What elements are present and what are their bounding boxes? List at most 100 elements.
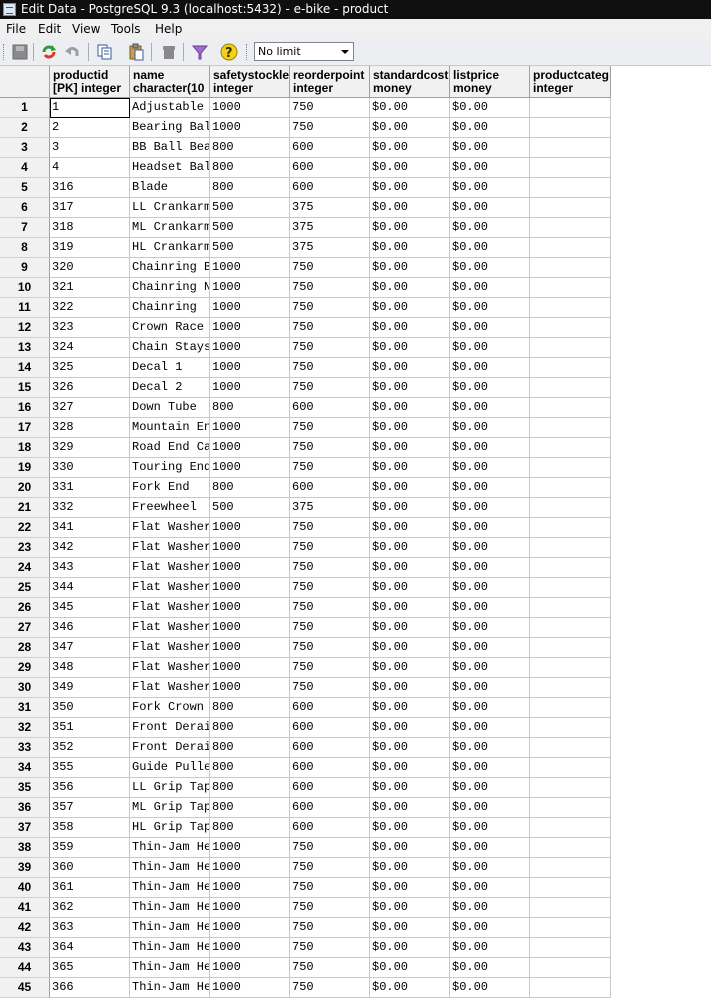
cell-name[interactable]: BB Ball Bea (130, 138, 210, 158)
cell-listprice[interactable]: $0.00 (450, 598, 530, 618)
cell-productcateg[interactable] (530, 858, 611, 878)
cell-listprice[interactable]: $0.00 (450, 618, 530, 638)
row-header[interactable]: 28 (0, 638, 50, 658)
cell-productid[interactable]: 363 (50, 918, 130, 938)
row-header[interactable]: 39 (0, 858, 50, 878)
cell-safetystockle[interactable]: 1000 (210, 518, 290, 538)
cell-standardcost[interactable]: $0.00 (370, 978, 450, 998)
cell-reorderpoint[interactable]: 750 (290, 278, 370, 298)
cell-productid[interactable]: 327 (50, 398, 130, 418)
cell-listprice[interactable]: $0.00 (450, 318, 530, 338)
cell-safetystockle[interactable]: 1000 (210, 118, 290, 138)
cell-reorderpoint[interactable]: 750 (290, 98, 370, 118)
cell-safetystockle[interactable]: 500 (210, 198, 290, 218)
cell-listprice[interactable]: $0.00 (450, 418, 530, 438)
cell-listprice[interactable]: $0.00 (450, 678, 530, 698)
undo-icon[interactable] (63, 43, 81, 61)
cell-reorderpoint[interactable]: 750 (290, 838, 370, 858)
cell-name[interactable]: Thin-Jam He (130, 918, 210, 938)
cell-productid[interactable]: 350 (50, 698, 130, 718)
cell-productid[interactable]: 4 (50, 158, 130, 178)
cell-standardcost[interactable]: $0.00 (370, 798, 450, 818)
cell-name[interactable]: Guide Pulle (130, 758, 210, 778)
cell-standardcost[interactable]: $0.00 (370, 98, 450, 118)
cell-reorderpoint[interactable]: 750 (290, 678, 370, 698)
cell-reorderpoint[interactable]: 600 (290, 758, 370, 778)
cell-listprice[interactable]: $0.00 (450, 438, 530, 458)
row-header[interactable]: 34 (0, 758, 50, 778)
cell-name[interactable]: Flat Washer (130, 598, 210, 618)
cell-standardcost[interactable]: $0.00 (370, 178, 450, 198)
cell-productcateg[interactable] (530, 398, 611, 418)
column-header-standardcost[interactable]: standardcost money (370, 66, 450, 98)
cell-safetystockle[interactable]: 1000 (210, 878, 290, 898)
cell-name[interactable]: Fork End (130, 478, 210, 498)
cell-standardcost[interactable]: $0.00 (370, 238, 450, 258)
row-header[interactable]: 27 (0, 618, 50, 638)
cell-productid[interactable]: 359 (50, 838, 130, 858)
cell-productid[interactable]: 342 (50, 538, 130, 558)
cell-standardcost[interactable]: $0.00 (370, 118, 450, 138)
cell-reorderpoint[interactable]: 600 (290, 398, 370, 418)
cell-standardcost[interactable]: $0.00 (370, 958, 450, 978)
cell-listprice[interactable]: $0.00 (450, 758, 530, 778)
cell-listprice[interactable]: $0.00 (450, 898, 530, 918)
cell-name[interactable]: Flat Washer (130, 638, 210, 658)
cell-listprice[interactable]: $0.00 (450, 298, 530, 318)
cell-productid[interactable]: 346 (50, 618, 130, 638)
cell-name[interactable]: Flat Washer (130, 558, 210, 578)
cell-reorderpoint[interactable]: 750 (290, 258, 370, 278)
cell-safetystockle[interactable]: 1000 (210, 258, 290, 278)
cell-reorderpoint[interactable]: 750 (290, 558, 370, 578)
cell-reorderpoint[interactable]: 750 (290, 118, 370, 138)
row-header[interactable]: 20 (0, 478, 50, 498)
menu-view[interactable]: View (72, 22, 101, 36)
cell-standardcost[interactable]: $0.00 (370, 358, 450, 378)
cell-safetystockle[interactable]: 800 (210, 178, 290, 198)
cell-productid[interactable]: 332 (50, 498, 130, 518)
cell-standardcost[interactable]: $0.00 (370, 838, 450, 858)
cell-safetystockle[interactable]: 1000 (210, 658, 290, 678)
cell-productid[interactable]: 2 (50, 118, 130, 138)
column-header-safetystockle[interactable]: safetystockle integer (210, 66, 290, 98)
cell-listprice[interactable]: $0.00 (450, 138, 530, 158)
cell-reorderpoint[interactable]: 600 (290, 138, 370, 158)
cell-productid[interactable]: 318 (50, 218, 130, 238)
cell-reorderpoint[interactable]: 750 (290, 458, 370, 478)
help-icon[interactable]: ? (220, 43, 238, 61)
row-header[interactable]: 44 (0, 958, 50, 978)
row-header[interactable]: 6 (0, 198, 50, 218)
cell-name[interactable]: Mountain En (130, 418, 210, 438)
cell-productcateg[interactable] (530, 98, 611, 118)
cell-safetystockle[interactable]: 1000 (210, 298, 290, 318)
cell-safetystockle[interactable]: 1000 (210, 578, 290, 598)
cell-name[interactable]: ML Crankarm (130, 218, 210, 238)
cell-safetystockle[interactable]: 1000 (210, 618, 290, 638)
cell-productcateg[interactable] (530, 178, 611, 198)
cell-name[interactable]: Fork Crown (130, 698, 210, 718)
row-header[interactable]: 9 (0, 258, 50, 278)
cell-productcateg[interactable] (530, 898, 611, 918)
cell-standardcost[interactable]: $0.00 (370, 578, 450, 598)
row-header[interactable]: 8 (0, 238, 50, 258)
row-header[interactable]: 41 (0, 898, 50, 918)
cell-productid[interactable]: 320 (50, 258, 130, 278)
cell-standardcost[interactable]: $0.00 (370, 858, 450, 878)
cell-listprice[interactable]: $0.00 (450, 778, 530, 798)
cell-productid[interactable]: 1 (50, 98, 130, 118)
cell-productid[interactable]: 321 (50, 278, 130, 298)
cell-listprice[interactable]: $0.00 (450, 918, 530, 938)
cell-reorderpoint[interactable]: 750 (290, 418, 370, 438)
cell-reorderpoint[interactable]: 600 (290, 478, 370, 498)
cell-productid[interactable]: 364 (50, 938, 130, 958)
cell-productcateg[interactable] (530, 678, 611, 698)
cell-listprice[interactable]: $0.00 (450, 738, 530, 758)
cell-productcateg[interactable] (530, 958, 611, 978)
cell-productid[interactable]: 345 (50, 598, 130, 618)
row-header[interactable]: 1 (0, 98, 50, 118)
cell-safetystockle[interactable]: 1000 (210, 918, 290, 938)
row-header[interactable]: 14 (0, 358, 50, 378)
cell-productcateg[interactable] (530, 878, 611, 898)
row-header[interactable]: 35 (0, 778, 50, 798)
cell-listprice[interactable]: $0.00 (450, 718, 530, 738)
